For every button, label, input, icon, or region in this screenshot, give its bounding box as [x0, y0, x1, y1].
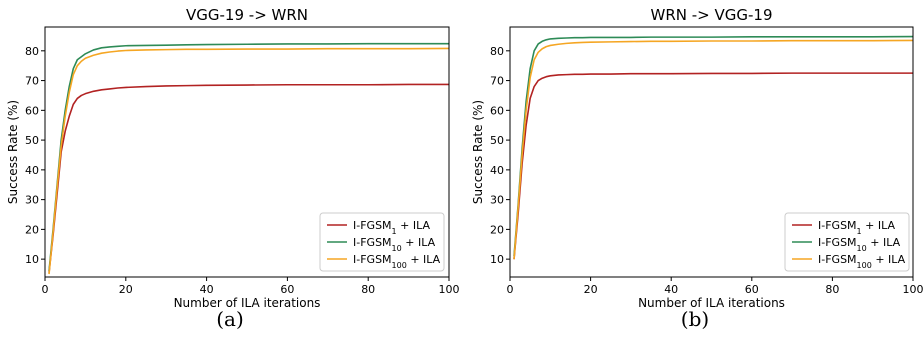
y-tick-label: 50: [25, 134, 39, 147]
y-tick-label: 20: [490, 223, 504, 236]
y-tick-label: 80: [490, 45, 504, 58]
y-tick-label: 60: [25, 104, 39, 117]
legend-label-1: I-FGSM1 + ILA: [353, 219, 430, 236]
plot-frame: [44, 26, 450, 278]
chart-vgg19-to-wrn: VGG-19 -> WRN 0 20 40 60 80 100 10 20 30 40 50 60 70 8…: [6, 6, 460, 331]
x-axis-title: Number of ILA iterations: [174, 296, 321, 310]
y-tick-label: 30: [25, 194, 39, 207]
y-tick-label: 10: [490, 253, 504, 266]
x-tick-label: 100: [439, 283, 460, 296]
x-tick-label: 20: [584, 283, 598, 296]
legend-box: [319, 212, 445, 272]
x-tick-label: 80: [361, 283, 375, 296]
subfigure-caption: (b): [681, 307, 709, 331]
legend-box: [784, 212, 910, 272]
y-tick-label: 50: [490, 134, 504, 147]
y-tick-label: 30: [490, 194, 504, 207]
legend-label-100: I-FGSM100 + ILA: [818, 253, 906, 270]
x-axis-title: Number of ILA iterations: [638, 296, 785, 310]
x-tick-label: 40: [200, 283, 214, 296]
y-tick-label: 60: [490, 104, 504, 117]
y-tick-label: 70: [25, 75, 39, 88]
x-tick-label: 60: [745, 283, 759, 296]
series-line-1: [48, 83, 449, 273]
y-tick-label: 40: [25, 164, 39, 177]
x-tick-label: 100: [903, 283, 923, 296]
series-line-100: [513, 39, 914, 260]
y-tick-label: 40: [490, 164, 504, 177]
x-tick-label: 40: [664, 283, 678, 296]
legend-label-100: I-FGSM100 + ILA: [353, 253, 441, 270]
chart-title: VGG-19 -> WRN: [186, 6, 308, 24]
series-line-1: [513, 72, 913, 260]
legend-label-10: I-FGSM10 + ILA: [353, 236, 436, 253]
y-tick-label: 80: [25, 45, 39, 58]
y-tick-label: 20: [25, 223, 39, 236]
plot-frame: [509, 26, 914, 278]
x-tick-label: 80: [825, 283, 839, 296]
y-axis-title: Success Rate (%): [471, 100, 485, 204]
chart-title: WRN -> VGG-19: [651, 6, 773, 24]
series-line-10: [48, 42, 449, 272]
subfigure-caption: (a): [216, 307, 244, 331]
x-tick-label: 0: [42, 283, 49, 296]
y-axis-title: Success Rate (%): [6, 100, 20, 204]
series-line-100: [48, 47, 450, 275]
legend-label-1: I-FGSM1 + ILA: [818, 219, 895, 236]
x-tick-label: 20: [119, 283, 133, 296]
x-tick-label: 0: [507, 283, 514, 296]
y-tick-label: 10: [25, 253, 39, 266]
x-tick-label: 60: [280, 283, 294, 296]
chart-wrn-to-vgg19: WRN -> VGG-19 0 20 40 60 80 100 10 20 30 40 50 60 70 8…: [471, 6, 923, 331]
series-line-10: [513, 35, 914, 257]
y-tick-label: 70: [490, 75, 504, 88]
legend-label-10: I-FGSM10 + ILA: [818, 236, 901, 253]
